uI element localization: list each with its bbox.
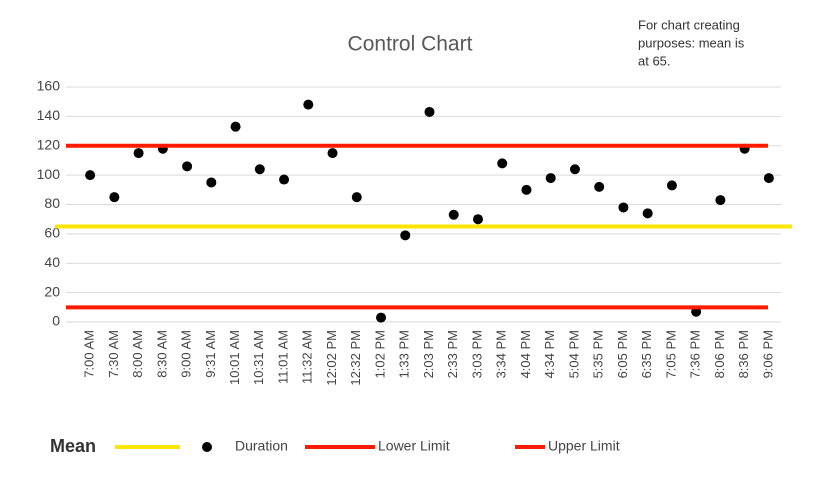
annotation: at 65. (638, 53, 671, 68)
data-point (642, 208, 653, 219)
data-point (182, 161, 193, 172)
data-point (400, 230, 411, 241)
data-point (497, 158, 508, 169)
data-point (569, 164, 580, 175)
data-point (521, 184, 532, 195)
chart-title: Control Chart (348, 33, 473, 56)
y-tick-label: 40 (44, 254, 60, 270)
data-point (545, 173, 556, 184)
x-tick-label: 12:32 PM (348, 330, 363, 386)
y-tick-label: 100 (37, 166, 61, 182)
data-point (279, 174, 290, 185)
x-tick-label: 8:36 PM (736, 330, 751, 378)
y-tick-label: 160 (37, 78, 61, 94)
legend-marker (202, 442, 212, 452)
x-tick-label: 7:30 AM (106, 330, 121, 378)
y-tick-label: 120 (37, 136, 61, 152)
data-point (133, 148, 144, 159)
data-point (715, 195, 726, 206)
x-tick-label: 9:00 AM (179, 330, 194, 378)
x-tick-label: 8:30 AM (154, 330, 169, 378)
legend-label: Duration (235, 438, 288, 454)
data-point (424, 106, 435, 117)
data-point (376, 312, 387, 323)
x-tick-label: 7:05 PM (663, 330, 678, 378)
x-tick-label: 1:02 PM (372, 330, 387, 378)
y-tick-label: 20 (44, 283, 60, 299)
data-point (206, 177, 217, 188)
data-point (303, 99, 314, 110)
x-tick-label: 1:33 PM (397, 330, 412, 378)
annotation: For chart creating (638, 17, 740, 32)
data-point (448, 209, 459, 220)
x-tick-label: 9:31 AM (203, 330, 218, 378)
x-tick-label: 10:31 AM (251, 330, 266, 385)
data-point (254, 164, 265, 175)
x-tick-label: 2:33 PM (445, 330, 460, 378)
legend-label: Lower Limit (378, 438, 450, 454)
x-tick-label: 4:34 PM (542, 330, 557, 378)
data-point (763, 173, 774, 184)
y-tick-label: 0 (52, 313, 60, 329)
x-tick-label: 12:02 PM (324, 330, 339, 386)
x-tick-label: 8:06 PM (712, 330, 727, 378)
x-tick-label: 4:04 PM (518, 330, 533, 378)
x-tick-label: 9:06 PM (760, 330, 775, 378)
x-tick-label: 5:04 PM (566, 330, 581, 378)
x-tick-label: 6:35 PM (639, 330, 654, 378)
x-tick-label: 3:03 PM (469, 330, 484, 378)
data-point (472, 214, 483, 225)
x-tick-label: 10:01 AM (227, 330, 242, 385)
x-tick-label: 2:03 PM (421, 330, 436, 378)
x-tick-label: 7:00 AM (82, 330, 97, 378)
y-tick-label: 140 (37, 107, 61, 123)
data-point (351, 192, 362, 203)
data-point (109, 192, 120, 203)
data-point (230, 121, 241, 132)
data-point (618, 202, 629, 213)
data-point (85, 170, 96, 181)
y-tick-label: 80 (44, 195, 60, 211)
data-point (666, 180, 677, 191)
x-tick-label: 5:35 PM (591, 330, 606, 378)
x-tick-label: 11:32 AM (300, 330, 315, 384)
x-tick-label: 7:36 PM (688, 330, 703, 378)
annotation: purposes: mean is (638, 35, 745, 50)
legend-label: Mean (50, 436, 96, 456)
data-point (327, 148, 338, 159)
x-tick-label: 3:34 PM (494, 330, 509, 378)
y-tick-label: 60 (44, 225, 60, 241)
x-tick-label: 6:05 PM (615, 330, 630, 378)
legend-label: Upper Limit (548, 438, 620, 454)
x-tick-label: 11:01 AM (275, 330, 290, 384)
data-point (594, 181, 605, 192)
x-tick-label: 8:00 AM (130, 330, 145, 378)
